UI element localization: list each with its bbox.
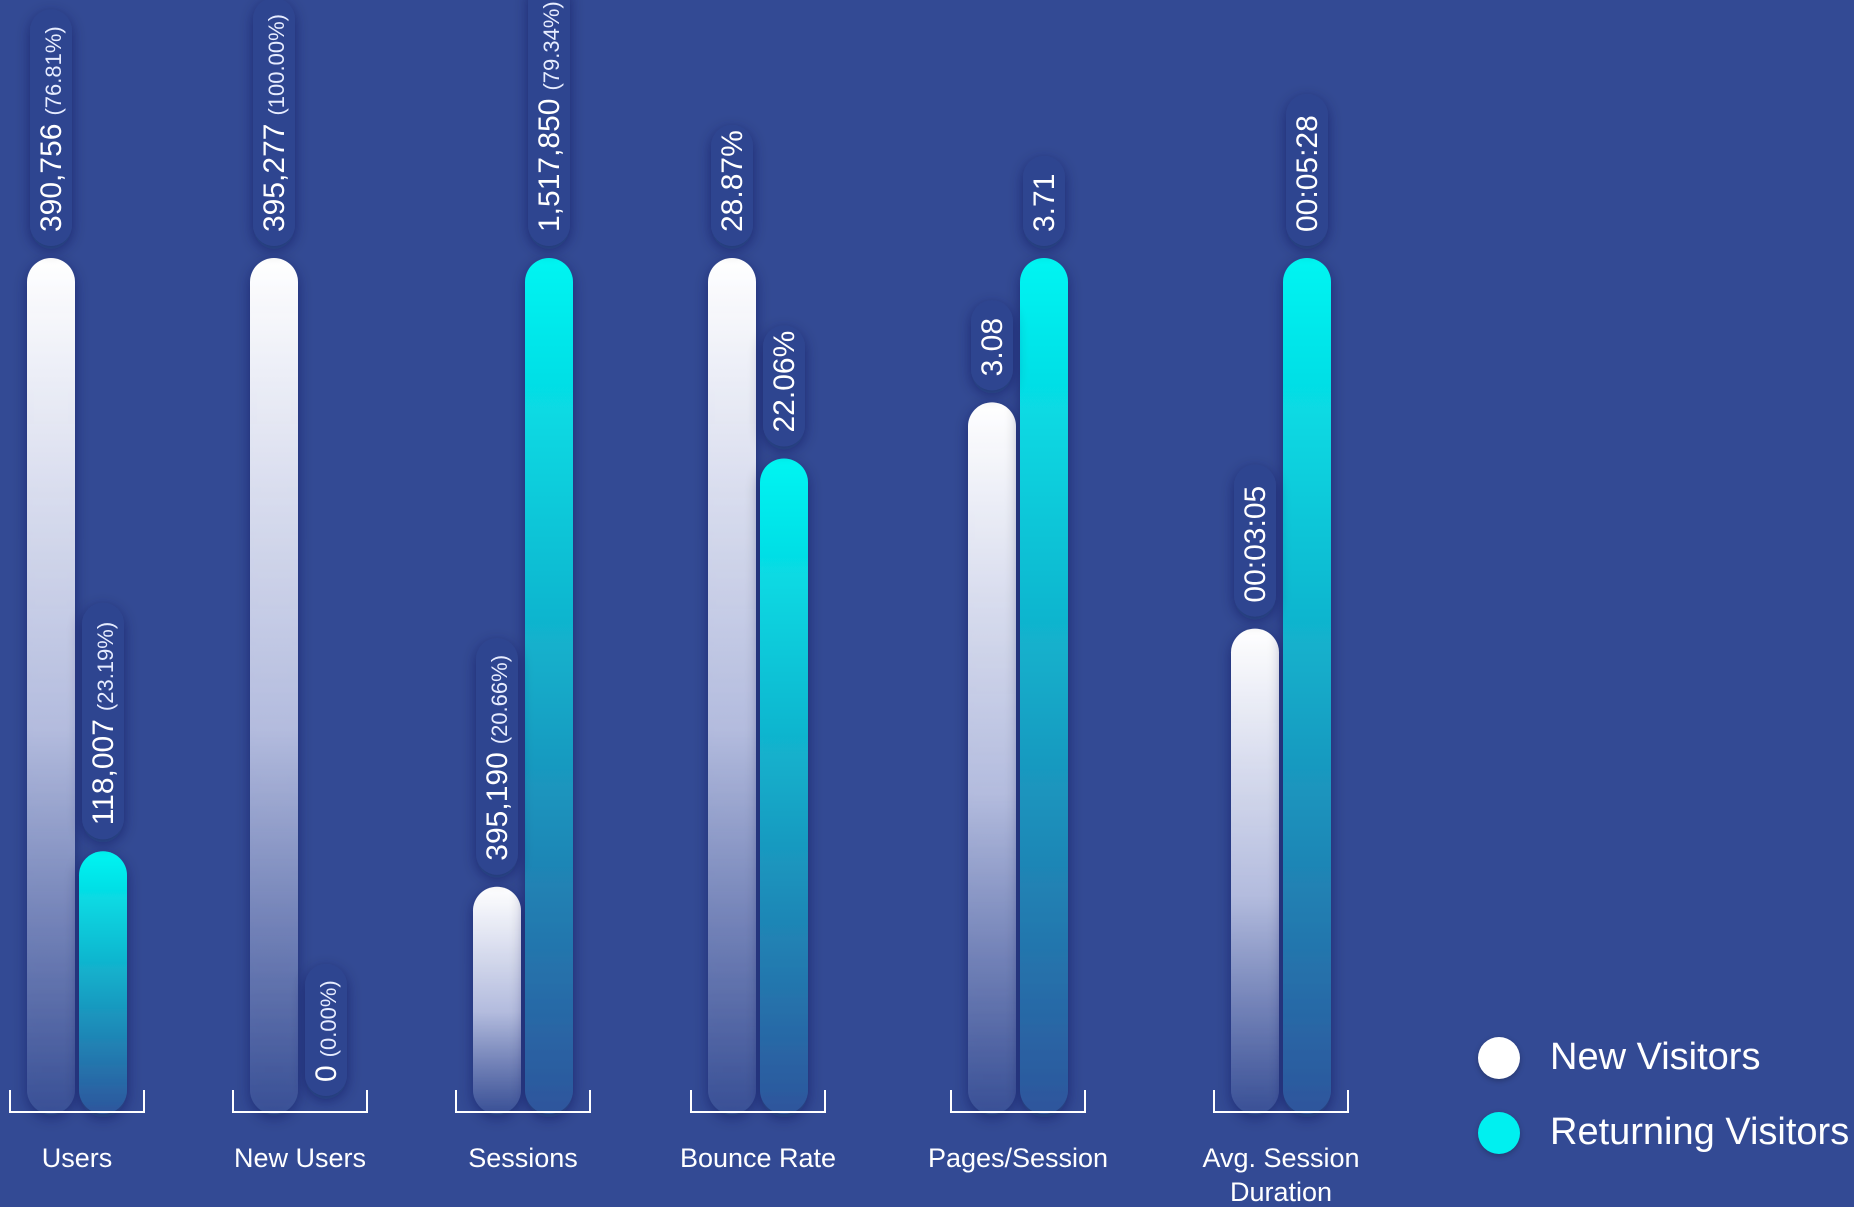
value-text: 22.06%	[768, 331, 801, 433]
value-label-new-users-new-visitors: 395,277 (100.00%)	[258, 14, 291, 232]
bar-avg-session-duration-returning-visitors	[1283, 258, 1331, 1114]
share-text: (76.81%)	[41, 26, 66, 115]
value-label-bounce-rate-returning-visitors: 22.06%	[768, 331, 801, 433]
category-label-line: Users	[42, 1143, 113, 1173]
bar-pages-session-returning-visitors	[1020, 258, 1068, 1114]
category-label-line: Avg. Session	[1202, 1143, 1359, 1173]
share-text: (20.66%)	[487, 655, 512, 744]
category-label-bounce-rate: Bounce Rate	[680, 1143, 836, 1173]
bar-pages-session-new-visitors	[968, 402, 1016, 1115]
category-bracket-users	[9, 1090, 145, 1113]
value-pill-avg-session-duration-returning-visitors	[1286, 94, 1328, 246]
value-pill-sessions-returning-visitors	[528, 0, 570, 246]
bar-users-new-visitors	[27, 258, 75, 1114]
value-label-sessions-returning-visitors: 1,517,850 (79.34%)	[533, 1, 566, 232]
value-pill-new-users-new-visitors	[253, 0, 295, 246]
share-text: (23.19%)	[93, 622, 118, 711]
value-text: 00:05:28	[1291, 115, 1324, 232]
value-text: 118,007	[87, 719, 120, 825]
category-label-sessions: Sessions	[468, 1143, 578, 1173]
value-pill-avg-session-duration-new-visitors	[1234, 464, 1276, 617]
legend-label-new-visitors: New Visitors	[1550, 1036, 1761, 1078]
value-pill-pages-session-new-visitors	[971, 300, 1013, 391]
legend-dot-returning-visitors	[1478, 1111, 1520, 1154]
bar-new-users-new-visitors	[250, 258, 298, 1114]
bar-sessions-returning-visitors	[525, 258, 573, 1114]
value-label-pages-session-new-visitors: 3.08	[976, 318, 1009, 376]
value-text: 395,277	[258, 124, 291, 232]
value-text: 3.08	[976, 318, 1009, 376]
category-axis: Users New Users Sessions Bounce Rate Pages/S…	[9, 1090, 1360, 1207]
value-pill-users-returning-visitors	[82, 602, 124, 840]
category-label-line: Pages/Session	[928, 1143, 1108, 1173]
category-label-pages-session: Pages/Session	[928, 1143, 1108, 1173]
bar-bounce-rate-new-visitors	[708, 258, 756, 1114]
value-text: 390,756	[35, 124, 68, 232]
bar-avg-session-duration-new-visitors	[1231, 628, 1279, 1114]
category-label-line: New Users	[234, 1143, 366, 1173]
category-label-users: Users	[42, 1143, 113, 1173]
share-text: (100.00%)	[264, 14, 289, 116]
value-label-bounce-rate-new-visitors: 28.87%	[716, 130, 749, 232]
legend-item-returning-visitors: Returning Visitors	[1478, 1095, 1849, 1170]
value-text: 395,190	[481, 752, 514, 860]
value-text: 0	[310, 1065, 343, 1082]
bar-sessions-new-visitors	[473, 886, 521, 1114]
bars-layer	[27, 258, 1331, 1115]
value-text: 1,517,850	[533, 99, 566, 232]
legend-item-new-visitors: New Visitors	[1478, 1020, 1849, 1095]
value-pill-bounce-rate-new-visitors	[711, 125, 753, 246]
value-label-sessions-new-visitors: 395,190 (20.66%)	[481, 655, 514, 861]
value-pill-pages-session-returning-visitors	[1023, 156, 1065, 246]
value-pill-users-new-visitors	[30, 9, 72, 246]
legend: New Visitors Returning Visitors	[1478, 1020, 1849, 1170]
value-text: 28.87%	[716, 130, 749, 232]
value-text: 00:03:05	[1239, 486, 1272, 603]
value-label-avg-session-duration-returning-visitors: 00:05:28	[1291, 115, 1324, 232]
value-text: 3.71	[1028, 174, 1061, 232]
share-text: (79.34%)	[539, 1, 564, 90]
labels-layer: 390,756 (76.81%) 118,007 (23.19%) 395,277 (10…	[30, 0, 1328, 1096]
category-label-avg-session-duration: Avg. Session Duration	[1202, 1143, 1359, 1207]
value-label-users-new-visitors: 390,756 (76.81%)	[35, 26, 68, 232]
value-label-pages-session-returning-visitors: 3.71	[1028, 174, 1061, 232]
category-label-new-users: New Users	[234, 1143, 366, 1173]
bar-users-returning-visitors	[79, 851, 127, 1114]
category-bracket-bounce-rate	[690, 1090, 826, 1113]
value-label-avg-session-duration-new-visitors: 00:03:05	[1239, 486, 1272, 603]
legend-label-returning-visitors: Returning Visitors	[1550, 1111, 1850, 1153]
category-bracket-sessions	[455, 1090, 591, 1113]
legend-dot-new-visitors	[1478, 1036, 1520, 1079]
value-label-new-users-returning-visitors: 0 (0.00%)	[310, 980, 343, 1082]
value-label-users-returning-visitors: 118,007 (23.19%)	[87, 622, 120, 826]
value-pill-new-users-returning-visitors	[305, 964, 347, 1096]
category-label-line: Duration	[1230, 1177, 1332, 1207]
category-label-line: Sessions	[468, 1143, 578, 1173]
bar-bounce-rate-returning-visitors	[760, 458, 808, 1114]
category-bracket-avg-session-duration	[1213, 1090, 1349, 1113]
value-pill-sessions-new-visitors	[476, 638, 518, 875]
value-pill-bounce-rate-returning-visitors	[763, 325, 805, 447]
category-bracket-new-users	[232, 1090, 368, 1113]
category-label-line: Bounce Rate	[680, 1143, 836, 1173]
category-bracket-pages-session	[950, 1090, 1086, 1113]
share-text: (0.00%)	[316, 980, 341, 1057]
